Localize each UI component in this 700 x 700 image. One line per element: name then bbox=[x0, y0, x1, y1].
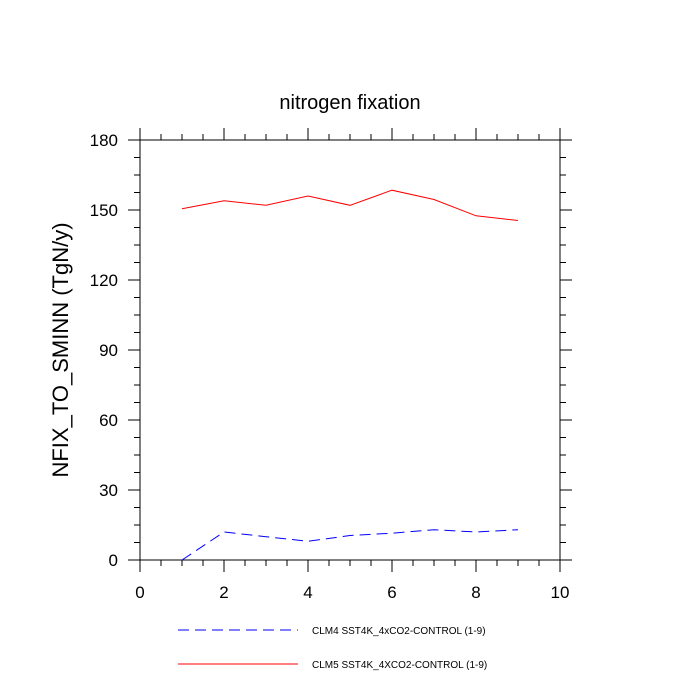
plot-frame bbox=[139, 139, 561, 561]
series-line-1 bbox=[181, 529, 519, 561]
axis-tick-labels: 0 2 4 6 8 10 0 30 60 90 120 150 180 bbox=[90, 131, 570, 602]
series-group bbox=[181, 189, 519, 561]
x-tick-label: 10 bbox=[551, 583, 570, 602]
legend: CLM4 SST4K_4xCO2-CONTROL (1-9) CLM5 SST4K… bbox=[178, 626, 487, 671]
x-tick-label: 4 bbox=[303, 583, 312, 602]
y-axis-label: NFIX_TO_SMINN (TgN/y) bbox=[48, 222, 73, 477]
y-tick-label: 180 bbox=[90, 131, 118, 150]
chart-title: nitrogen fixation bbox=[279, 92, 420, 114]
series-line-2 bbox=[181, 189, 519, 221]
y-tick-label: 150 bbox=[90, 201, 118, 220]
x-tick-label: 6 bbox=[387, 583, 396, 602]
y-tick-label: 120 bbox=[90, 271, 118, 290]
y-tick-label: 30 bbox=[99, 481, 118, 500]
x-tick-label: 8 bbox=[471, 583, 480, 602]
y-tick-label: 60 bbox=[99, 411, 118, 430]
x-tick-label: 0 bbox=[135, 583, 144, 602]
x-tick-label: 2 bbox=[219, 583, 228, 602]
y-tick-label: 90 bbox=[99, 341, 118, 360]
legend-label-2: CLM5 SST4K_4XCO2-CONTROL (1-9) bbox=[312, 660, 487, 671]
axis-ticks bbox=[128, 128, 572, 572]
legend-label-1: CLM4 SST4K_4xCO2-CONTROL (1-9) bbox=[312, 626, 486, 637]
y-tick-label: 0 bbox=[109, 551, 118, 570]
